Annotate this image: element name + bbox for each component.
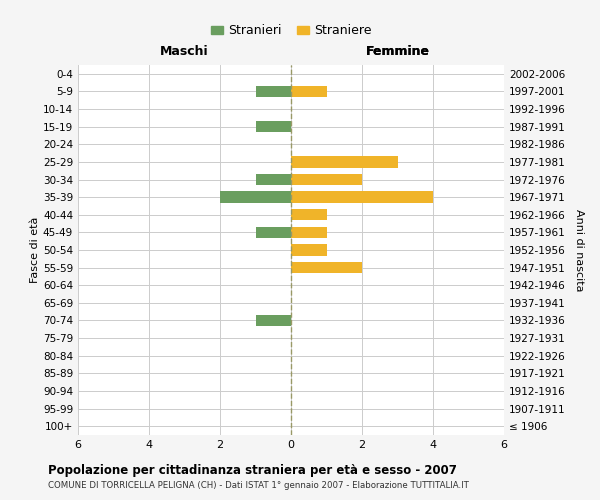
Bar [256, 121, 291, 132]
Y-axis label: Anni di nascita: Anni di nascita [574, 209, 584, 291]
Bar [291, 156, 398, 168]
Legend: Stranieri, Straniere: Stranieri, Straniere [205, 20, 377, 42]
Bar [291, 209, 326, 220]
Text: Popolazione per cittadinanza straniera per età e sesso - 2007: Popolazione per cittadinanza straniera p… [48, 464, 457, 477]
Bar [291, 226, 326, 238]
Bar [291, 262, 362, 274]
Text: Femmine: Femmine [365, 44, 430, 58]
Bar [291, 244, 326, 256]
Bar [256, 174, 291, 185]
Y-axis label: Fasce di età: Fasce di età [30, 217, 40, 283]
Bar [256, 315, 291, 326]
Bar [291, 86, 326, 97]
Text: COMUNE DI TORRICELLA PELIGNA (CH) - Dati ISTAT 1° gennaio 2007 - Elaborazione TU: COMUNE DI TORRICELLA PELIGNA (CH) - Dati… [48, 481, 469, 490]
Bar [220, 192, 291, 203]
Bar [291, 174, 362, 185]
Bar [256, 86, 291, 97]
Text: Maschi: Maschi [160, 44, 209, 58]
Bar [256, 226, 291, 238]
Text: Femmine: Femmine [365, 44, 430, 58]
Bar [291, 192, 433, 203]
